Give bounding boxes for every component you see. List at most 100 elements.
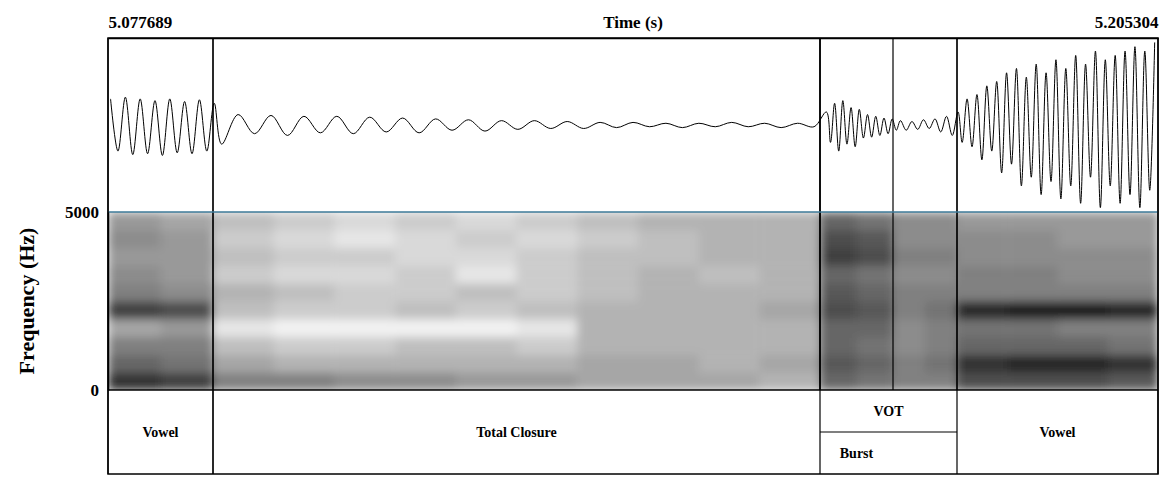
- spectrogram-cell: [108, 265, 161, 283]
- spectrogram-cell: [161, 212, 214, 230]
- spectrogram-cell: [161, 230, 214, 248]
- spectrogram-cell: [334, 337, 395, 355]
- spectrogram-cell: [395, 319, 456, 337]
- spectrogram-cell: [334, 230, 395, 248]
- tier-divider: [820, 431, 957, 432]
- spectrogram-cell: [456, 230, 517, 248]
- spectrogram-cell: [395, 212, 456, 230]
- spectrogram-cell: [516, 283, 577, 301]
- spectrogram-cell: [957, 265, 1008, 283]
- spectrogram-cell: [274, 265, 335, 283]
- spectrogram-cell: [395, 337, 456, 355]
- spectrogram-cell: [957, 319, 1008, 337]
- spectrogram-cell: [108, 230, 161, 248]
- spectrogram-cell: [456, 248, 517, 266]
- spectrogram-cell: [577, 265, 638, 283]
- spectrogram-cell: [161, 301, 214, 319]
- spectrogram-cell: [1058, 230, 1109, 248]
- spectrogram-cell: [1007, 372, 1058, 390]
- spectrogram-cell: [395, 354, 456, 372]
- y-tick: 0: [91, 381, 109, 400]
- spectrogram-cell: [893, 354, 925, 372]
- spectrogram-cell: [161, 248, 214, 266]
- spectrogram: [108, 212, 1158, 390]
- y-axis-line: [108, 213, 110, 391]
- spectrogram-cell: [857, 301, 894, 319]
- spectrogram-cell: [820, 248, 857, 266]
- spectrogram-cell: [161, 283, 214, 301]
- spectrogram-cell: [893, 283, 925, 301]
- spectrogram-cell: [638, 337, 699, 355]
- spectrogram-cell: [925, 248, 957, 266]
- spectrogram-cell: [274, 319, 335, 337]
- segment-label: Vowel: [1039, 425, 1075, 440]
- spectrogram-cell: [516, 354, 577, 372]
- spectrogram-cell: [577, 230, 638, 248]
- spectrogram-cell: [857, 230, 894, 248]
- spectrogram-cell: [334, 248, 395, 266]
- spectrogram-cell: [957, 230, 1008, 248]
- spectrogram-cell: [759, 319, 820, 337]
- spectrogram-cell: [759, 354, 820, 372]
- waveform: [111, 42, 1155, 207]
- spectrogram-clip: [108, 212, 1158, 390]
- panel-divider: [108, 211, 1158, 213]
- boundary-line: [819, 38, 820, 390]
- spectrogram-cell: [1108, 301, 1158, 319]
- spectrogram-cell: [274, 248, 335, 266]
- spectrogram-cell: [395, 248, 456, 266]
- spectrogram-cell: [759, 372, 820, 390]
- spectrogram-cell: [213, 283, 274, 301]
- spectrogram-cell: [699, 265, 760, 283]
- spectrogram-cell: [638, 319, 699, 337]
- spectrogram-cell: [638, 248, 699, 266]
- spectrogram-cell: [161, 319, 214, 337]
- spectrogram-cell: [516, 248, 577, 266]
- spectrogram-cell: [759, 337, 820, 355]
- spectrogram-cell: [577, 212, 638, 230]
- spectrogram-cell: [893, 212, 925, 230]
- y-tick-label: 5000: [65, 203, 99, 222]
- spectrogram-cell: [1108, 265, 1158, 283]
- spectrogram-cell: [1058, 337, 1109, 355]
- spectrogram-cell: [456, 283, 517, 301]
- spectrogram-cell: [274, 337, 335, 355]
- spectrogram-cell: [857, 337, 894, 355]
- boundary-line: [212, 38, 213, 474]
- spectrogram-cell: [638, 354, 699, 372]
- spectrogram-cell: [577, 301, 638, 319]
- spectrogram-cell: [759, 283, 820, 301]
- spectrogram-cell: [820, 354, 857, 372]
- spectrogram-cell: [759, 248, 820, 266]
- spectrogram-cell: [759, 212, 820, 230]
- spectrogram-cell: [925, 319, 957, 337]
- spectrogram-cell: [516, 337, 577, 355]
- x-axis-line: [109, 38, 1159, 40]
- spectrogram-cell: [1058, 265, 1109, 283]
- spectrogram-cell: [456, 301, 517, 319]
- spectrogram-cell: [1058, 283, 1109, 301]
- spectrogram-cell: [699, 212, 760, 230]
- spectrogram-cell: [108, 372, 161, 390]
- spectrogram-cell: [699, 301, 760, 319]
- spectrogram-cell: [857, 372, 894, 390]
- spectrogram-cell: [957, 283, 1008, 301]
- spectrogram-cell: [1007, 248, 1058, 266]
- spectrogram-cell: [577, 248, 638, 266]
- spectrogram-cell: [925, 372, 957, 390]
- spectrogram-cell: [108, 354, 161, 372]
- spectrogram-cell: [957, 372, 1008, 390]
- spectrogram-cell: [213, 301, 274, 319]
- spectrogram-cell: [1058, 319, 1109, 337]
- spectrogram-cell: [1108, 248, 1158, 266]
- spectrogram-cell: [334, 283, 395, 301]
- spectrogram-cell: [957, 248, 1008, 266]
- spectrogram-cell: [893, 337, 925, 355]
- segment-label: VOT: [873, 404, 904, 419]
- spectrogram-cell: [857, 283, 894, 301]
- spectrogram-cell: [274, 301, 335, 319]
- tier-top-line: [108, 389, 1158, 391]
- spectrogram-cell: [577, 319, 638, 337]
- spectrogram-cell: [213, 248, 274, 266]
- y-tick-label: 0: [91, 381, 100, 400]
